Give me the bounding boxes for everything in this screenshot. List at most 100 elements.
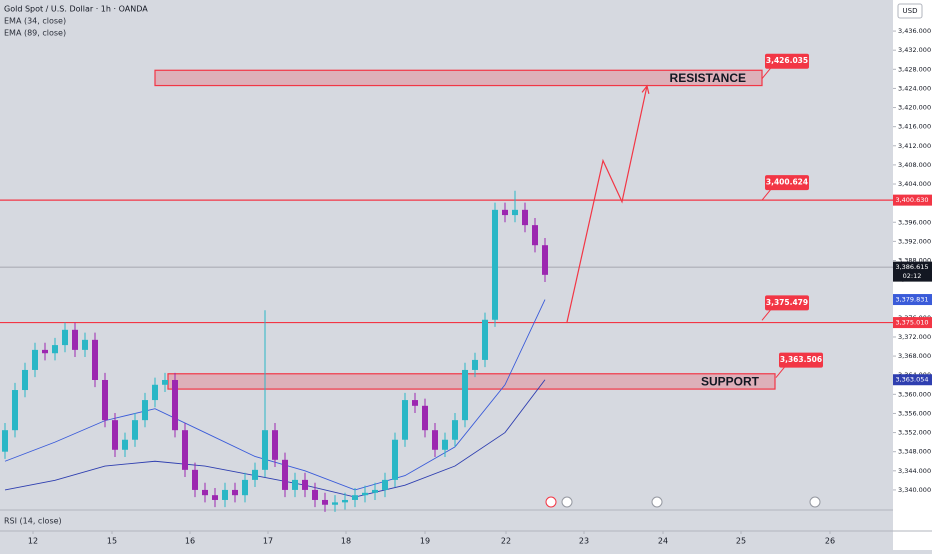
y-tick-label: 3,420.000 [898,104,931,112]
candle-body [342,499,348,503]
callout-box [765,175,809,191]
y-tick-label: 3,428.000 [898,65,931,73]
y-tick-label: 3,352.000 [898,429,931,437]
x-tick-label: 15 [107,537,117,546]
candle-body [532,225,538,246]
candle-body [432,430,438,450]
callout-pointer [761,188,772,201]
candle-body [442,439,448,450]
candle-body [322,499,328,505]
zone-label: RESISTANCE [670,71,746,85]
price-badge [893,374,932,386]
projection-path [566,85,648,323]
y-tick-label: 3,412.000 [898,142,931,150]
y-tick-label: 3,436.000 [898,27,931,35]
price-badge [893,294,932,306]
event-icons [545,496,821,508]
candle-body [162,379,168,385]
legend-entry: EMA (89, close) [4,29,66,38]
currency-button[interactable] [897,3,923,19]
y-tick-label: 3,388.000 [898,256,931,264]
candle-body [202,489,208,496]
indicator-label: RSI (14, close) [4,517,62,526]
y-tick-label: 3,392.000 [898,237,931,245]
x-tick-label: 23 [579,537,589,546]
candle-body [402,400,408,440]
price-badge [893,317,932,329]
candle-body [92,339,98,380]
callout-box [779,352,823,368]
candle-body [502,209,508,216]
chart-title: Gold Spot / U.S. Dollar · 1h · OANDA [4,5,148,14]
candle-body [332,502,338,505]
candle-body [382,479,388,490]
event-icon[interactable] [651,496,663,508]
candle-body [52,345,58,354]
price-badge [893,261,932,282]
candle-body [392,439,398,480]
price-badge-label: 3,386.615 [895,263,928,271]
candle-body [452,420,458,440]
candle-body [522,209,528,226]
candle-body [232,489,238,496]
event-icon[interactable] [561,496,573,508]
candle-body [152,384,158,401]
y-tick-label: 3,372.000 [898,333,931,341]
candle-body [462,369,468,421]
y-tick-label: 3,424.000 [898,84,931,92]
event-icon[interactable] [809,496,821,508]
candle-body [492,209,498,320]
candle-body [412,400,418,406]
callout-pointer [775,366,786,378]
candle-body [62,329,68,346]
candle-body [172,379,178,431]
candle-body [122,439,128,450]
x-tick-label: 12 [28,537,38,546]
x-tick-label: 18 [341,537,351,546]
x-tick-label: 17 [263,537,273,546]
price-badge-label: 3,363.054 [895,376,928,384]
candle-body [282,459,288,490]
candle-body [252,469,258,480]
candle-body [142,400,148,421]
price-badge-countdown: 02:12 [903,272,922,280]
candle-body [42,349,48,354]
candle-body [22,369,28,391]
candle-body [72,329,78,350]
zone [167,373,776,390]
candle-body [372,489,378,493]
candle-body [352,495,358,500]
price-badge-label: 3,400.630 [895,196,928,204]
callout-pointer [761,309,772,321]
ema-line [4,379,546,498]
candle-body [212,495,218,500]
candle-body [132,420,138,440]
candle-body [182,430,188,470]
candle-body [312,489,318,500]
candle-body [362,492,368,496]
callout-pointer [761,67,772,80]
plot-area: RESISTANCE SUPPORT [0,69,893,512]
candle-body [262,430,268,470]
callout-label: 3,426.035 [766,56,808,65]
price-badge [893,194,932,206]
candle-body [542,245,548,275]
candle-body [482,319,488,360]
x-tick-label: 16 [185,537,195,546]
x-tick-label: 22 [501,537,511,546]
candle-body [32,349,38,370]
candle-body [102,379,108,421]
y-tick-label: 3,360.000 [898,390,931,398]
ema-line [4,299,546,491]
legend-entry: EMA (34, close) [4,17,66,26]
candle-body [272,430,278,460]
price-badge-label: 3,375.010 [895,319,928,327]
event-icon[interactable] [545,496,557,508]
candle-body [472,359,478,370]
currency-label[interactable]: USD [903,7,918,15]
x-tick-label: 19 [420,537,430,546]
candle-body [12,390,18,431]
y-tick-label: 3,408.000 [898,161,931,169]
